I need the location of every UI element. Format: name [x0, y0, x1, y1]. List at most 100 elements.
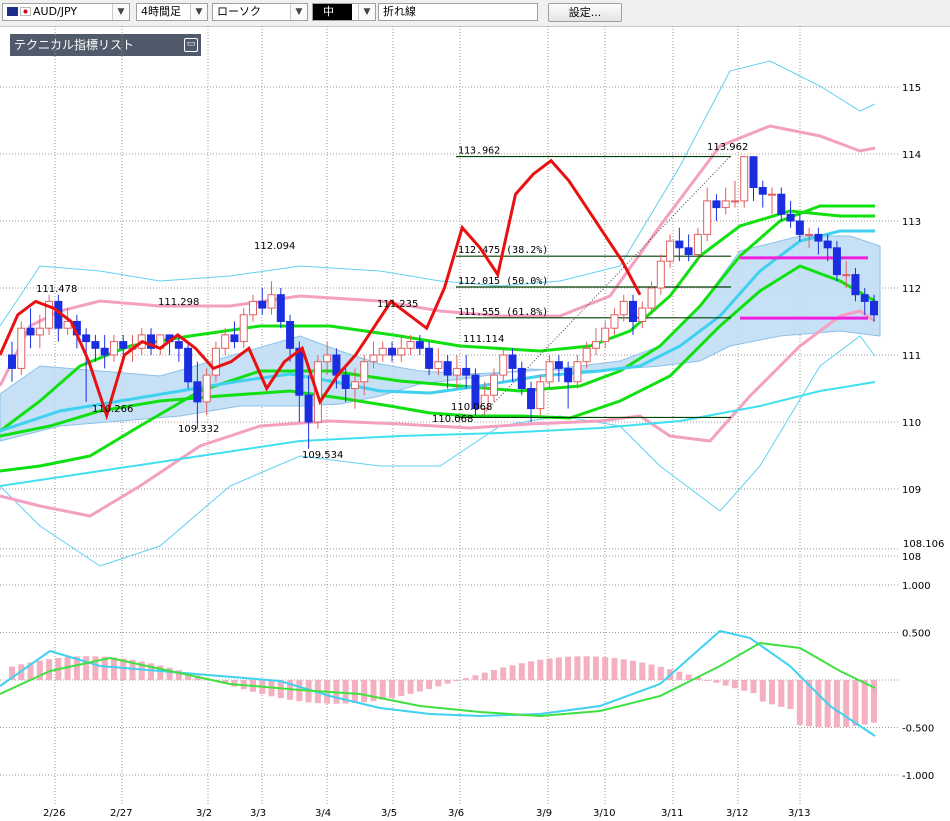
- australia-flag-icon: [7, 7, 18, 16]
- candle-body: [749, 156, 758, 188]
- histogram-bar: [611, 658, 618, 680]
- fibonacci-label: 111.555 (61.8%): [458, 307, 548, 318]
- histogram-bar: [509, 665, 516, 680]
- price-label: 111.114: [463, 334, 504, 345]
- y-tick-label: 115: [902, 83, 921, 94]
- candle-body: [619, 300, 628, 316]
- x-tick-label: 2/26: [43, 808, 65, 819]
- long-ma: [0, 381, 876, 487]
- candle-body: [480, 394, 489, 410]
- histogram-bar: [379, 680, 386, 700]
- histogram-bar: [833, 680, 840, 728]
- size-select[interactable]: 中 ▼: [312, 3, 376, 21]
- timeframe-label: 4時間足: [141, 5, 181, 18]
- histogram-bar: [416, 680, 423, 692]
- candle-body: [452, 367, 461, 376]
- y-axis: 115 114 113 112 111 110 109 108 108.106: [902, 83, 944, 563]
- histogram-bar: [546, 658, 553, 680]
- candle-body: [341, 374, 350, 390]
- histogram-bar: [27, 662, 34, 680]
- histogram-bar: [500, 667, 507, 680]
- japan-flag-icon: [20, 7, 31, 16]
- candle-body: [248, 300, 257, 316]
- maximize-icon[interactable]: ▭: [184, 38, 198, 52]
- candle-body: [304, 394, 313, 423]
- line-mode-field[interactable]: 折れ線: [378, 3, 538, 21]
- candle-body: [211, 347, 220, 376]
- histogram-bar: [694, 677, 701, 680]
- candle-body: [109, 341, 118, 356]
- histogram-bar: [806, 680, 813, 727]
- candle-body: [610, 314, 619, 329]
- candle-body: [536, 381, 545, 410]
- histogram-bar: [444, 680, 451, 684]
- candle-body: [350, 381, 359, 389]
- candle-body: [8, 354, 16, 369]
- histogram-bar: [620, 659, 627, 680]
- candle-body: [629, 300, 638, 322]
- candle-body: [147, 334, 156, 349]
- x-tick-label: 3/9: [536, 808, 552, 819]
- candle-body: [693, 233, 702, 255]
- histogram-bar: [351, 680, 358, 704]
- macd-line: [0, 629, 876, 737]
- chevron-down-icon[interactable]: ▼: [190, 4, 207, 20]
- candle-body: [286, 321, 295, 349]
- candle-body: [573, 361, 582, 383]
- candle-body: [545, 361, 554, 383]
- histogram-bar: [630, 660, 637, 680]
- price-label: 113.962: [707, 142, 748, 153]
- histogram-bar: [648, 664, 655, 680]
- histogram-bar: [370, 680, 377, 702]
- indicator-list-panel[interactable]: テクニカル指標リスト ▭: [10, 34, 201, 56]
- price-label: 111.298: [158, 297, 199, 308]
- bb-upper-2sigma: [0, 60, 876, 327]
- x-tick-label: 3/6: [448, 808, 464, 819]
- histogram-bar: [185, 672, 192, 680]
- chart-style-label: ローソク: [217, 5, 261, 18]
- candle-body: [638, 307, 647, 323]
- candle-body: [323, 354, 332, 363]
- histogram-bar: [796, 680, 803, 725]
- x-tick-label: 3/11: [661, 808, 683, 819]
- candle-body: [82, 334, 91, 343]
- histogram-bar: [852, 680, 859, 726]
- candle-body: [832, 247, 841, 276]
- y-tick-label: 114: [902, 150, 921, 161]
- x-axis: 2/26 2/27 3/2 3/3 3/4 3/5 3/6 3/9 3/10 3/11 3/12 3/…: [43, 808, 810, 819]
- candle-body: [489, 374, 498, 396]
- moving-average: [0, 229, 875, 433]
- fibonacci-label: 112.015 (50.0%): [458, 276, 548, 287]
- chevron-down-icon[interactable]: ▼: [358, 4, 375, 20]
- histogram-bar: [83, 656, 90, 680]
- histogram-bar: [861, 680, 868, 725]
- chevron-down-icon[interactable]: ▼: [112, 4, 129, 20]
- candle-body: [471, 374, 480, 410]
- y-tick-label: 110: [902, 418, 921, 429]
- candle-body: [740, 156, 749, 202]
- candle-body: [91, 341, 100, 349]
- histogram-bar: [92, 656, 99, 680]
- candle-body: [554, 361, 563, 369]
- osc-tick-label: 1.000: [902, 581, 931, 592]
- candle-body: [870, 300, 878, 316]
- candle-body: [462, 367, 471, 376]
- chevron-down-icon[interactable]: ▼: [290, 4, 307, 20]
- symbol-select[interactable]: AUD/JPY ▼: [2, 3, 130, 21]
- histogram-bar: [472, 675, 479, 680]
- chart-style-select[interactable]: ローソク ▼: [212, 3, 308, 21]
- histogram-bar: [129, 659, 136, 680]
- candle-body: [425, 347, 434, 369]
- timeframe-select[interactable]: 4時間足 ▼: [136, 3, 208, 21]
- candle-body: [258, 300, 267, 309]
- histogram-bar: [750, 680, 757, 694]
- histogram-bar: [110, 657, 117, 680]
- histogram-bar: [148, 663, 155, 680]
- osc-tick-label: 0.500: [902, 629, 931, 640]
- candle-body: [517, 367, 526, 389]
- candle-body: [388, 347, 397, 356]
- histogram-bar: [73, 656, 80, 680]
- candle-body: [768, 193, 777, 196]
- settings-button[interactable]: 設定...: [548, 3, 622, 22]
